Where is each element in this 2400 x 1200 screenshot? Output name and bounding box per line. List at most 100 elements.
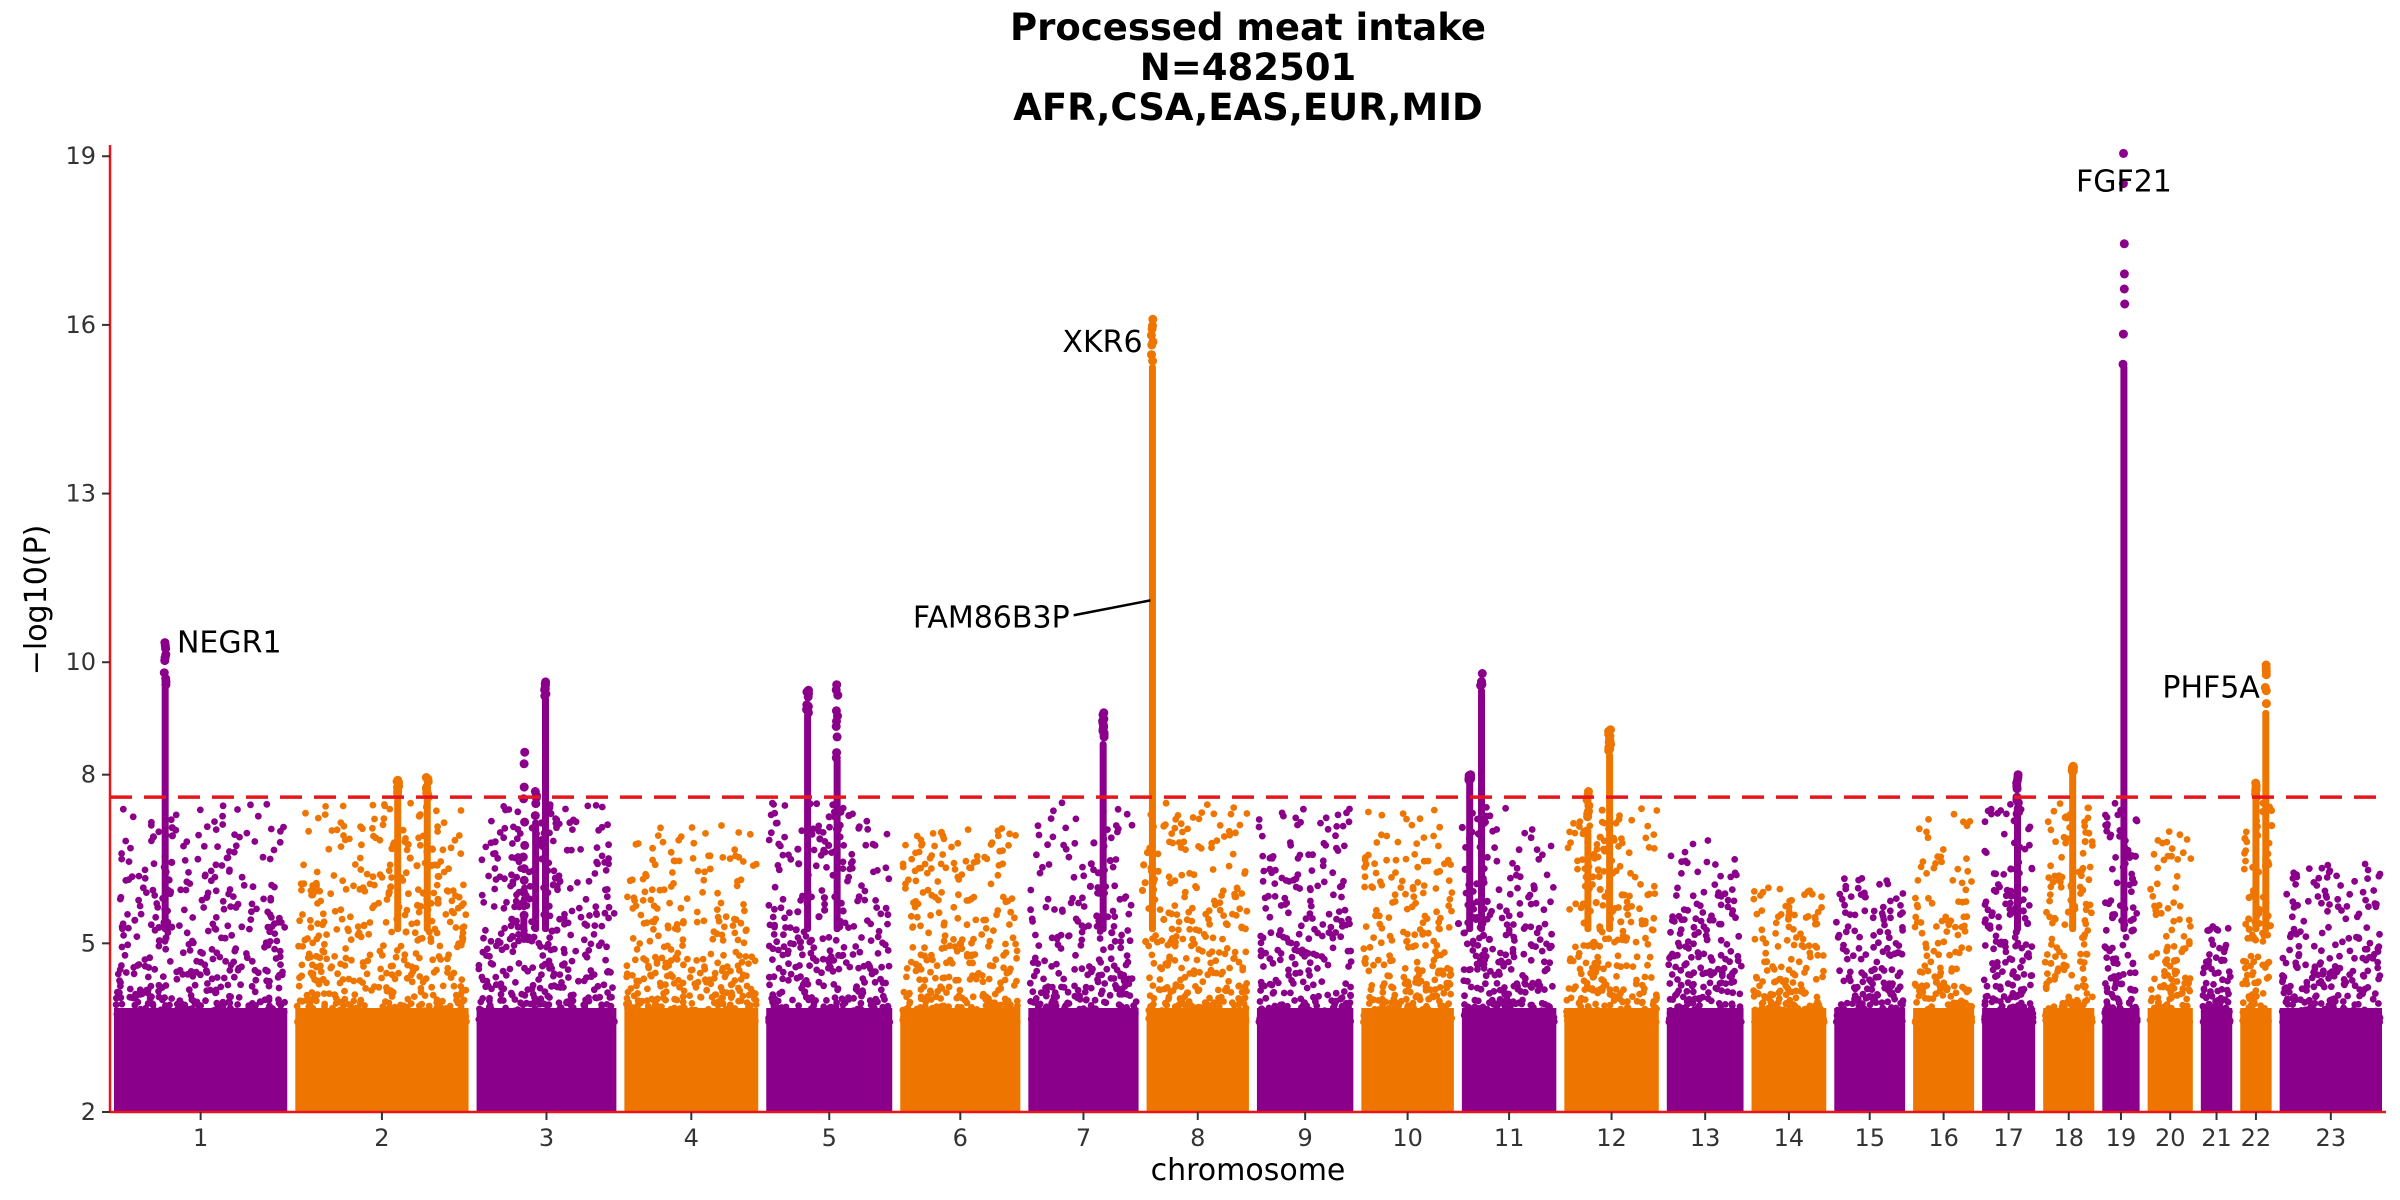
- data-point: [124, 941, 132, 949]
- data-point: [727, 967, 734, 975]
- data-point: [116, 977, 123, 984]
- data-point: [1148, 951, 1156, 959]
- data-point: [1198, 809, 1206, 816]
- data-point: [720, 951, 727, 959]
- data-point: [1075, 1018, 1083, 1026]
- data-point: [1420, 834, 1428, 841]
- data-point: [1395, 1002, 1403, 1009]
- data-point: [995, 862, 1003, 869]
- data-point: [1123, 952, 1131, 960]
- data-point: [1402, 890, 1409, 898]
- data-point: [653, 905, 661, 912]
- data-point: [232, 842, 240, 850]
- data-point: [1267, 929, 1275, 937]
- data-point: [958, 1004, 965, 1011]
- data-point: [707, 980, 715, 988]
- data-point: [327, 890, 335, 898]
- data-point: [224, 922, 232, 930]
- data-point: [202, 967, 210, 974]
- title-line-1: Processed meat intake: [1010, 6, 1486, 49]
- data-point: [868, 970, 876, 978]
- data-point: [740, 939, 748, 947]
- data-point: [770, 973, 778, 981]
- data-point: [991, 999, 999, 1007]
- data-point: [689, 855, 697, 862]
- data-point: [238, 873, 246, 881]
- data-point: [1048, 963, 1055, 970]
- data-point: [312, 997, 320, 1005]
- data-point: [1241, 868, 1249, 875]
- data-point: [1299, 978, 1307, 986]
- data-point: [1162, 799, 1170, 807]
- data-point: [425, 1002, 433, 1010]
- data-point: [478, 856, 486, 864]
- data-point: [219, 1018, 227, 1026]
- data-point: [1126, 937, 1134, 945]
- data-point: [1106, 991, 1114, 999]
- data-point: [583, 922, 591, 929]
- data-point: [1325, 910, 1333, 918]
- data-point: [667, 848, 675, 856]
- data-point: [1379, 989, 1387, 996]
- data-point: [1029, 988, 1037, 996]
- data-point: [600, 981, 608, 989]
- data-point: [1103, 965, 1111, 973]
- data-point: [508, 932, 516, 940]
- data-point: [636, 940, 644, 947]
- data-point: [448, 897, 456, 905]
- data-point: [1306, 959, 1314, 967]
- data-point: [272, 955, 280, 962]
- data-point: [884, 947, 892, 954]
- data-point: [666, 899, 673, 907]
- data-point: [513, 835, 521, 843]
- data-point: [414, 886, 422, 893]
- data-point: [1078, 936, 1086, 944]
- data-point: [430, 969, 438, 976]
- data-point: [857, 999, 865, 1007]
- data-point: [1308, 867, 1316, 874]
- data-point: [1543, 940, 1550, 948]
- data-point: [1065, 1000, 1073, 1007]
- data-point: [1165, 873, 1173, 881]
- data-point: [155, 981, 163, 989]
- data-point: [238, 923, 246, 931]
- data-point: [508, 854, 516, 861]
- data-point: [1409, 999, 1417, 1007]
- data-point: [385, 1005, 392, 1012]
- data-point: [1306, 885, 1314, 892]
- data-point: [1435, 967, 1443, 975]
- data-point: [1165, 909, 1173, 917]
- data-point: [774, 997, 782, 1005]
- data-point: [1325, 929, 1333, 936]
- data-point: [1195, 946, 1203, 953]
- data-point: [775, 946, 782, 954]
- data-point: [1391, 898, 1399, 905]
- data-point: [1260, 963, 1267, 970]
- data-point: [276, 947, 284, 955]
- data-point: [739, 858, 747, 865]
- data-point: [653, 960, 661, 967]
- data-point: [397, 1001, 404, 1009]
- data-point: [955, 876, 963, 883]
- data-point: [337, 819, 345, 826]
- data-point: [1318, 978, 1326, 985]
- data-point: [1051, 906, 1058, 913]
- data-point: [1070, 873, 1078, 881]
- data-point: [1185, 998, 1193, 1005]
- data-point: [1368, 982, 1376, 989]
- data-point: [314, 814, 322, 822]
- data-point: [331, 907, 339, 915]
- data-point: [1324, 961, 1332, 969]
- data-point: [1192, 926, 1200, 933]
- data-point: [1419, 967, 1426, 975]
- data-point: [265, 982, 273, 990]
- data-point: [339, 1017, 346, 1025]
- data-point: [879, 992, 887, 1000]
- data-point: [909, 944, 917, 951]
- data-point: [594, 982, 602, 990]
- data-point: [324, 1018, 331, 1026]
- data-point: [1422, 986, 1430, 994]
- data-point: [442, 911, 450, 918]
- data-point: [709, 935, 717, 943]
- data-point: [701, 963, 708, 970]
